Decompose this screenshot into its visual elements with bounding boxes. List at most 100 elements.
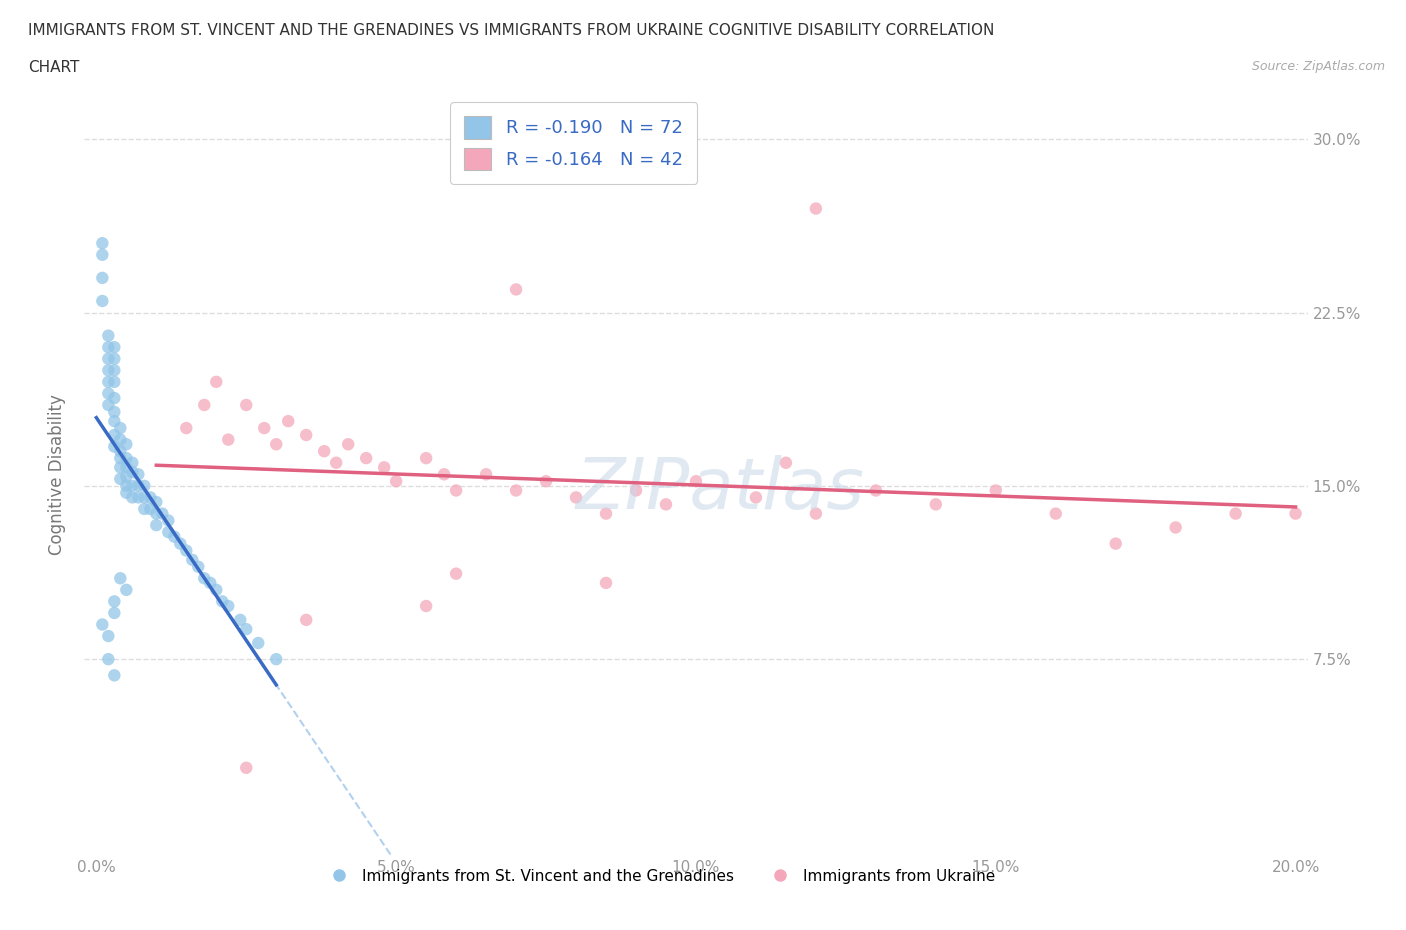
Text: Source: ZipAtlas.com: Source: ZipAtlas.com <box>1251 60 1385 73</box>
Point <box>253 420 276 435</box>
Point <box>174 543 197 558</box>
Point <box>97 652 120 667</box>
Point <box>505 282 527 297</box>
Point <box>804 506 827 521</box>
Point <box>97 352 120 366</box>
Point <box>595 576 617 591</box>
Point <box>103 428 125 443</box>
Point <box>534 473 557 488</box>
Point <box>1105 537 1128 551</box>
Point <box>91 236 114 251</box>
Legend: Immigrants from St. Vincent and the Grenadines, Immigrants from Ukraine: Immigrants from St. Vincent and the Gren… <box>318 863 1001 890</box>
Point <box>91 271 114 286</box>
Point <box>134 478 156 493</box>
Point <box>115 437 138 452</box>
Point <box>325 456 347 471</box>
Point <box>174 420 197 435</box>
Point <box>1284 506 1306 521</box>
Point <box>505 483 527 498</box>
Point <box>91 618 114 632</box>
Point <box>205 582 228 597</box>
Point <box>415 599 437 614</box>
Point <box>354 451 377 466</box>
Point <box>97 375 120 390</box>
Point <box>475 467 498 482</box>
Point <box>235 621 257 636</box>
Point <box>127 490 149 505</box>
Point <box>775 456 797 471</box>
Point <box>314 444 336 458</box>
Point <box>110 472 132 486</box>
Point <box>565 490 588 505</box>
Point <box>745 490 768 505</box>
Point <box>103 339 125 354</box>
Point <box>157 525 180 539</box>
Point <box>139 501 162 516</box>
Point <box>110 432 132 447</box>
Point <box>337 437 360 452</box>
Point <box>247 635 270 650</box>
Point <box>1045 506 1067 521</box>
Point <box>685 473 707 488</box>
Point <box>415 451 437 466</box>
Point <box>205 375 228 390</box>
Point <box>134 490 156 505</box>
Point <box>264 652 287 667</box>
Point <box>804 201 827 216</box>
Point <box>1225 506 1247 521</box>
Point <box>115 478 138 493</box>
Point <box>97 386 120 401</box>
Point <box>103 594 125 609</box>
Point <box>110 571 132 586</box>
Point <box>97 629 120 644</box>
Point <box>193 397 215 412</box>
Point <box>103 439 125 454</box>
Point <box>277 414 299 429</box>
Point <box>91 247 114 262</box>
Point <box>110 460 132 475</box>
Point <box>127 467 149 482</box>
Point <box>181 552 204 567</box>
Point <box>433 467 456 482</box>
Point <box>134 501 156 516</box>
Point <box>103 391 125 405</box>
Point <box>110 444 132 458</box>
Point <box>103 363 125 378</box>
Point <box>150 506 173 521</box>
Point <box>217 432 239 447</box>
Point <box>110 420 132 435</box>
Point <box>624 483 647 498</box>
Point <box>655 497 678 512</box>
Text: ZIPatlas: ZIPatlas <box>576 455 865 524</box>
Point <box>217 599 239 614</box>
Point <box>925 497 948 512</box>
Point <box>145 495 167 510</box>
Point <box>984 483 1007 498</box>
Point <box>145 518 167 533</box>
Point <box>121 478 143 493</box>
Point <box>1164 520 1187 535</box>
Point <box>103 352 125 366</box>
Point <box>295 613 318 628</box>
Point <box>229 613 252 628</box>
Point <box>444 566 467 581</box>
Point <box>193 571 215 586</box>
Point <box>444 483 467 498</box>
Point <box>211 594 233 609</box>
Point <box>121 490 143 505</box>
Point <box>200 576 222 591</box>
Point <box>235 397 257 412</box>
Point <box>121 456 143 471</box>
Point <box>139 490 162 505</box>
Text: CHART: CHART <box>28 60 80 75</box>
Point <box>103 605 125 620</box>
Point <box>157 513 180 528</box>
Point <box>373 460 395 475</box>
Point <box>91 294 114 309</box>
Point <box>97 339 120 354</box>
Point <box>115 451 138 466</box>
Point <box>169 537 191 551</box>
Point <box>385 473 408 488</box>
Point <box>103 414 125 429</box>
Point <box>103 668 125 683</box>
